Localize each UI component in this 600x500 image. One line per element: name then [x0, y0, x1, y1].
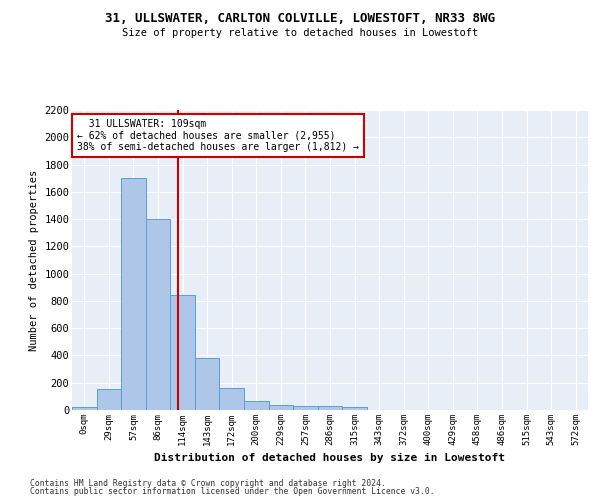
Bar: [244, 401, 269, 410]
Bar: [146, 219, 170, 410]
Bar: [170, 296, 195, 410]
Text: Size of property relative to detached houses in Lowestoft: Size of property relative to detached ho…: [122, 28, 478, 38]
Text: Contains public sector information licensed under the Open Government Licence v3: Contains public sector information licen…: [30, 487, 434, 496]
Text: 31 ULLSWATER: 109sqm
← 62% of detached houses are smaller (2,955)
38% of semi-de: 31 ULLSWATER: 109sqm ← 62% of detached h…: [77, 119, 359, 152]
Bar: [97, 389, 121, 410]
Text: 31, ULLSWATER, CARLTON COLVILLE, LOWESTOFT, NR33 8WG: 31, ULLSWATER, CARLTON COLVILLE, LOWESTO…: [105, 12, 495, 26]
Text: Contains HM Land Registry data © Crown copyright and database right 2024.: Contains HM Land Registry data © Crown c…: [30, 478, 386, 488]
Bar: [195, 358, 220, 410]
Bar: [121, 178, 146, 410]
Bar: [220, 388, 244, 410]
Bar: [293, 406, 318, 410]
Bar: [72, 408, 97, 410]
Bar: [342, 408, 367, 410]
X-axis label: Distribution of detached houses by size in Lowestoft: Distribution of detached houses by size …: [155, 454, 505, 464]
Bar: [269, 404, 293, 410]
Bar: [318, 406, 342, 410]
Y-axis label: Number of detached properties: Number of detached properties: [29, 170, 38, 350]
